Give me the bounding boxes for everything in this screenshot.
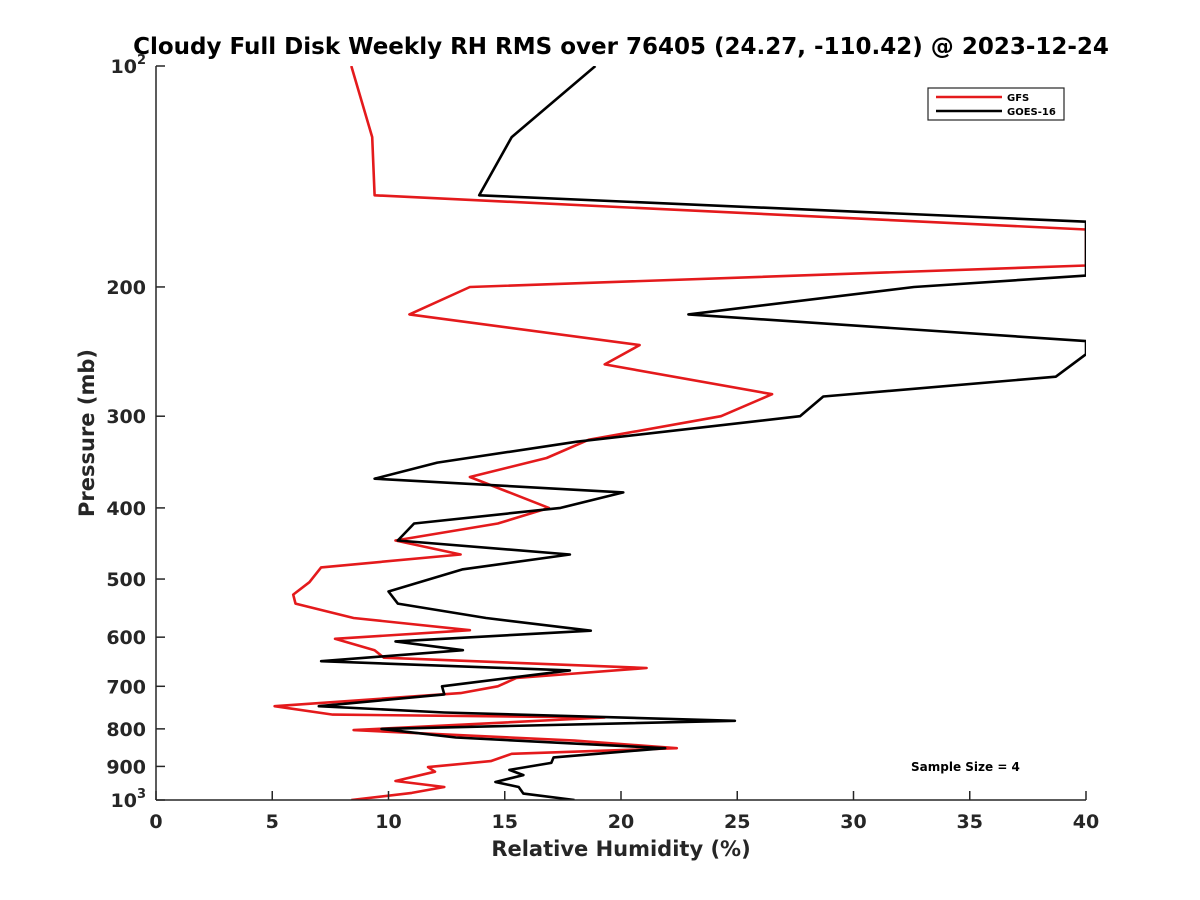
chart-title: Cloudy Full Disk Weekly RH RMS over 7640… bbox=[133, 34, 1109, 60]
y-tick-label: 600 bbox=[106, 627, 146, 649]
sample-size-annotation: Sample Size = 4 bbox=[911, 760, 1020, 774]
x-tick-label: 5 bbox=[266, 811, 279, 833]
legend-label-gfs: GFS bbox=[1007, 93, 1029, 104]
x-tick-label: 0 bbox=[149, 811, 162, 833]
y-tick-label: 102 bbox=[111, 53, 147, 78]
y-tick-label: 800 bbox=[106, 719, 146, 741]
x-ticks: 0 5 10 15 20 25 30 35 40 bbox=[149, 791, 1099, 833]
y-tick-label: 700 bbox=[106, 676, 146, 698]
x-tick-label: 25 bbox=[724, 811, 750, 833]
series-line-gfs bbox=[273, 66, 1086, 800]
y-tick-label: 200 bbox=[106, 277, 146, 299]
y-tick-label: 500 bbox=[106, 569, 146, 591]
y-tick-label: 300 bbox=[106, 406, 146, 428]
series-line-goes16 bbox=[317, 66, 1086, 800]
y-tick-label: 103 bbox=[111, 787, 147, 812]
y-tick-label: 400 bbox=[106, 498, 146, 520]
x-tick-label: 15 bbox=[492, 811, 518, 833]
x-tick-label: 30 bbox=[840, 811, 866, 833]
y-axis-title: Pressure (mb) bbox=[75, 349, 99, 517]
y-ticks: 102 200 300 400 500 600 700 800 900 103 bbox=[106, 53, 165, 812]
series-layer bbox=[273, 66, 1086, 800]
legend-label-goes16: GOES-16 bbox=[1007, 107, 1056, 118]
y-tick-label: 900 bbox=[106, 756, 146, 778]
x-tick-label: 20 bbox=[608, 811, 634, 833]
x-tick-label: 35 bbox=[957, 811, 983, 833]
x-tick-label: 10 bbox=[375, 811, 401, 833]
legend-box bbox=[927, 87, 1065, 121]
x-axis-title: Relative Humidity (%) bbox=[491, 837, 750, 861]
legend: GFS GOES-16 bbox=[927, 87, 1065, 121]
x-tick-label: 40 bbox=[1073, 811, 1099, 833]
